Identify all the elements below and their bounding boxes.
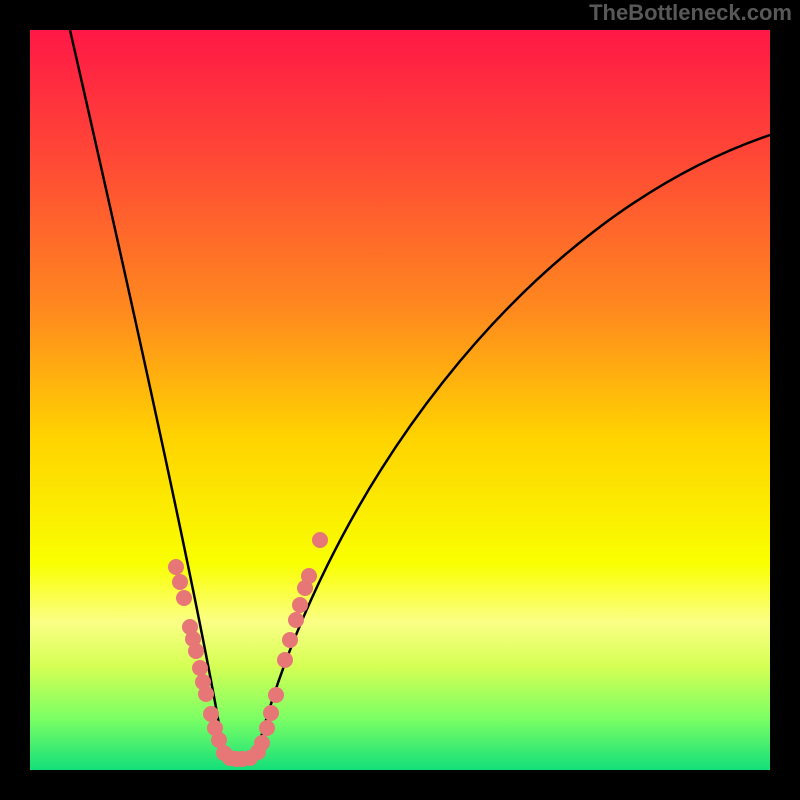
plot-background bbox=[30, 30, 770, 770]
data-dot bbox=[292, 597, 308, 613]
data-dot bbox=[172, 574, 188, 590]
data-dot bbox=[176, 590, 192, 606]
data-dot bbox=[168, 559, 184, 575]
data-dot bbox=[192, 660, 208, 676]
data-dot bbox=[254, 735, 270, 751]
data-dot bbox=[263, 705, 279, 721]
chart-root: TheBottleneck.com bbox=[0, 0, 800, 800]
data-dot bbox=[268, 687, 284, 703]
data-dot bbox=[312, 532, 328, 548]
chart-svg bbox=[0, 0, 800, 800]
data-dot bbox=[259, 720, 275, 736]
data-dot bbox=[203, 706, 219, 722]
data-dot bbox=[277, 652, 293, 668]
data-dot bbox=[288, 612, 304, 628]
data-dot bbox=[301, 568, 317, 584]
data-dot bbox=[188, 643, 204, 659]
data-dot bbox=[198, 686, 214, 702]
data-dot bbox=[282, 632, 298, 648]
watermark-text: TheBottleneck.com bbox=[589, 0, 792, 26]
